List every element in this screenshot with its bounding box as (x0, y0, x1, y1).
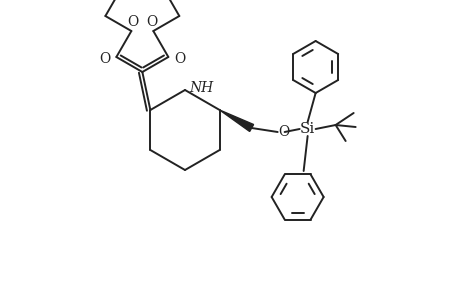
Text: O: O (278, 125, 289, 139)
Text: O: O (174, 52, 185, 66)
Text: NH: NH (189, 81, 213, 95)
Text: O: O (146, 15, 157, 29)
Text: Si: Si (299, 122, 314, 136)
Polygon shape (219, 110, 253, 131)
Text: O: O (99, 52, 110, 66)
Text: O: O (127, 15, 138, 29)
